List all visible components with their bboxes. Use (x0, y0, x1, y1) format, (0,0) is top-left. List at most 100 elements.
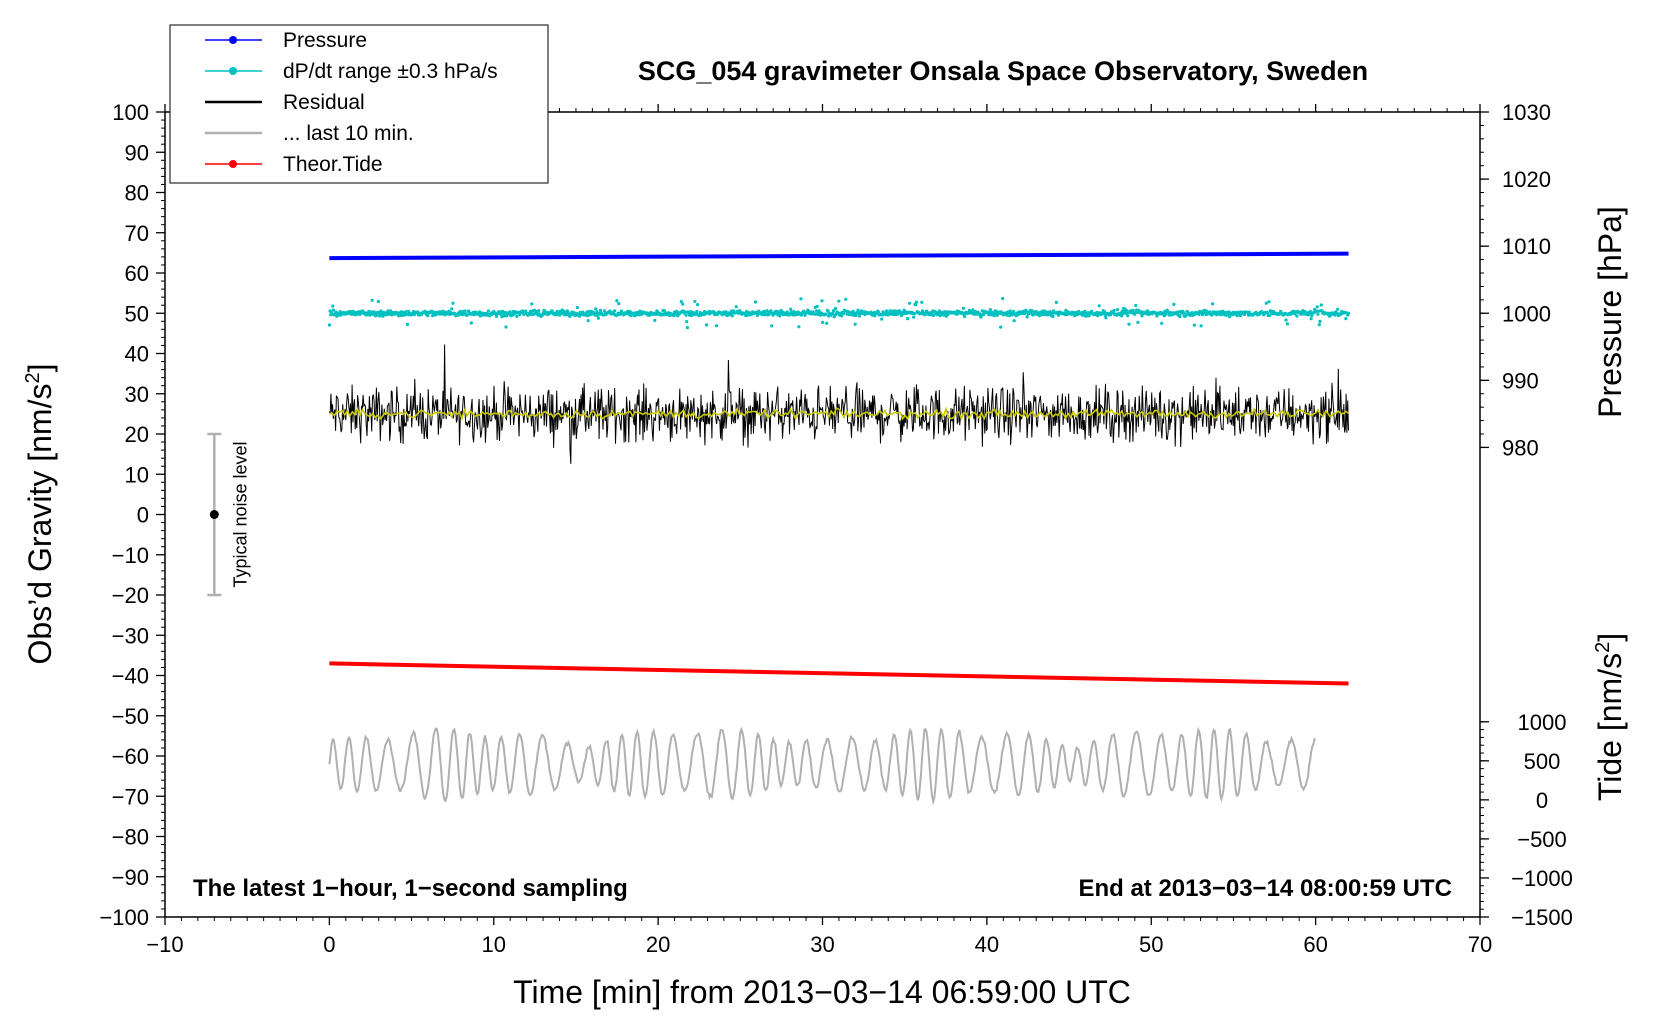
dpdt-point (596, 316, 601, 320)
dpdt-point (403, 310, 408, 314)
dpdt-point (515, 314, 519, 318)
dpdt-point (876, 310, 880, 314)
legend-marker (229, 36, 237, 44)
dpdt-point (331, 304, 335, 308)
y-tick-label: 20 (125, 422, 149, 447)
note-sampling: The latest 1−hour, 1−second sampling (193, 875, 628, 902)
dpdt-point (837, 299, 841, 303)
pressure-tick-label: 990 (1502, 368, 1539, 393)
dpdt-point (1012, 319, 1016, 323)
y-tick-label: 100 (112, 100, 149, 125)
dpdt-point (765, 309, 769, 313)
dpdt-point (971, 308, 975, 312)
dpdt-point (769, 309, 773, 313)
dpdt-point (681, 302, 685, 306)
dpdt-point (1295, 314, 1299, 318)
dpdt-point (988, 308, 993, 312)
y-tick-label: 60 (125, 261, 149, 286)
dpdt-point (931, 313, 936, 318)
y-tick-label: 40 (125, 342, 149, 367)
dpdt-point (982, 312, 986, 317)
dpdt-point (833, 306, 838, 311)
dpdt-point (920, 309, 925, 313)
dpdt-point (619, 309, 624, 313)
dpdt-point (530, 302, 534, 306)
tide-tick-label: −500 (1517, 827, 1567, 852)
dpdt-point (586, 314, 590, 318)
tide-tick-label: −1500 (1511, 905, 1573, 930)
dpdt-point (803, 313, 807, 317)
tide-tick-label: −1000 (1511, 866, 1573, 891)
chart-title: SCG_054 gravimeter Onsala Space Observat… (638, 56, 1368, 86)
dpdt-point (1210, 313, 1214, 317)
dpdt-point (524, 309, 528, 313)
dpdt-point (1104, 316, 1108, 320)
x-tick-label: 50 (1139, 932, 1163, 957)
dpdt-point (963, 314, 967, 318)
tide-tick-label: 500 (1524, 749, 1561, 774)
dpdt-point (1005, 313, 1009, 317)
y-tick-label: 70 (125, 221, 149, 246)
dpdt-point (814, 309, 819, 313)
dpdt-point (463, 309, 467, 313)
dpdt-point (1317, 323, 1321, 327)
dpdt-point (873, 314, 877, 318)
x-tick-label: 60 (1303, 932, 1327, 957)
noise-label: Typical noise level (230, 441, 250, 587)
dpdt-point (967, 308, 972, 312)
dpdt-point (685, 326, 690, 330)
dpdt-point (327, 323, 331, 327)
dpdt-point (1268, 313, 1272, 318)
dpdt-point (1097, 304, 1101, 308)
y-tick-label: 50 (125, 301, 149, 326)
dpdt-point (1178, 315, 1182, 319)
dpdt-point (1155, 314, 1159, 318)
x-tick-label: 70 (1468, 932, 1492, 957)
series-residual (328, 344, 1349, 464)
dpdt-point (379, 309, 383, 313)
y-tick-label: −80 (112, 825, 149, 850)
dpdt-point (923, 313, 927, 317)
dpdt-point (426, 314, 430, 318)
y-tick-label: 30 (125, 382, 149, 407)
x-tick-label: 0 (323, 932, 335, 957)
dpdt-point (1112, 308, 1116, 313)
dpdt-point (961, 306, 965, 310)
dpdt-point (1242, 313, 1247, 317)
y-axis-left-label: Obs’d Gravity [nm/s2] (22, 364, 58, 665)
dpdt-point (1001, 296, 1005, 301)
noise-level-indicator: Typical noise level (207, 432, 250, 597)
dpdt-point (1284, 318, 1288, 322)
pressure-tick-label: 980 (1502, 435, 1539, 460)
dpdt-point (831, 309, 836, 313)
pressure-tick-label: 1000 (1502, 301, 1551, 326)
y-tick-label: −10 (112, 543, 149, 568)
y-axis-pressure-label: Pressure [hPa] (1592, 206, 1628, 418)
dpdt-point (594, 307, 598, 311)
dpdt-point (1336, 307, 1340, 311)
dpdt-point (799, 297, 803, 301)
x-axis-label: Time [min] from 2013−03−14 06:59:00 UTC (513, 974, 1131, 1010)
series-layer (327, 251, 1351, 806)
dpdt-point (1318, 319, 1322, 323)
dpdt-point (844, 297, 848, 301)
dpdt-point (613, 309, 617, 313)
dpdt-point (679, 300, 683, 304)
dpdt-point (1285, 322, 1289, 326)
dpdt-point (831, 311, 835, 315)
legend-box (169, 24, 549, 184)
y-tick-label: 10 (125, 462, 149, 487)
dpdt-point (617, 302, 621, 306)
dpdt-point (1238, 314, 1243, 318)
dpdt-point (906, 317, 910, 321)
legend-label: dP/dt range ±0.3 hPa/s (283, 60, 498, 83)
y-axis-tide-label-sup: 2 (1592, 642, 1614, 653)
dpdt-point (384, 313, 388, 317)
y-tick-label: −70 (112, 784, 149, 809)
dpdt-point (797, 325, 801, 329)
dpdt-point (1140, 314, 1144, 318)
dpdt-point (1190, 311, 1194, 315)
dpdt-point (1264, 301, 1268, 305)
dpdt-point (1115, 308, 1120, 312)
plot-frame (164, 111, 1481, 918)
